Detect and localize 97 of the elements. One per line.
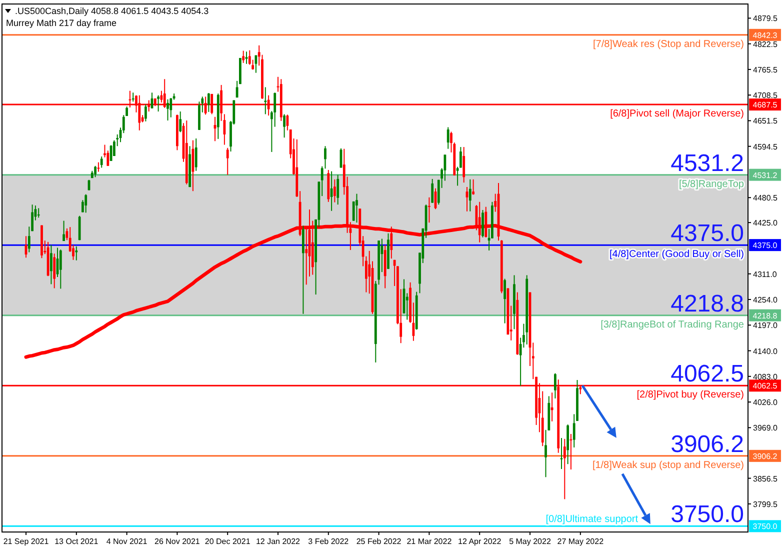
candlestick (75, 246, 78, 261)
candlestick (194, 138, 198, 172)
candlestick (264, 86, 267, 115)
candlestick (100, 156, 103, 168)
candlestick (305, 228, 308, 286)
candlestick (166, 98, 169, 121)
y-tick-label: 4375.0 (752, 241, 778, 250)
candlestick (170, 97, 172, 118)
y-tick-label: 4594.5 (753, 142, 778, 152)
candlestick (283, 114, 286, 138)
candlestick (330, 170, 333, 212)
ref-line-label: [0/8]Ultimate support (546, 514, 638, 526)
y-tick-label: 4254.0 (753, 295, 778, 304)
x-tick-label: 21 Mar 2022 (406, 537, 452, 546)
y-tick-label: 4687.5 (752, 100, 778, 110)
candlestick (245, 51, 248, 64)
x-tick-label: 13 Oct 2021 (54, 537, 99, 546)
y-tick-label: 3856.5 (753, 474, 778, 484)
y-tick-label: 4651.5 (753, 116, 778, 126)
annotation: 4062.5 (670, 360, 744, 388)
candlestick (84, 194, 88, 214)
candlestick (242, 50, 245, 64)
candlestick (428, 196, 430, 224)
ref-line-label: [6/8]Pivot sell (Major Reverse) (610, 108, 744, 120)
x-tick-label: 4 Nov 2021 (106, 537, 148, 546)
candlestick (390, 226, 393, 260)
x-tick-label: 5 May 2022 (509, 537, 552, 546)
y-tick-label: 3906.2 (752, 452, 778, 461)
candlestick (50, 244, 52, 285)
y-tick-label: 4197.0 (753, 321, 778, 330)
x-tick-label: 21 Sep 2021 (3, 537, 50, 546)
y-tick-label: 4140.0 (753, 346, 778, 356)
ref-line-label: [7/8]Weak res (Stop and Reverse) (593, 38, 744, 50)
candlestick (336, 174, 340, 206)
candlestick (302, 225, 304, 314)
x-tick-label: 26 Nov 2021 (154, 537, 200, 546)
x-tick-label: 27 May 2022 (557, 537, 604, 546)
x-tick-label: 12 Apr 2022 (458, 537, 502, 546)
y-tick-label: 3969.0 (753, 424, 778, 433)
x-tick-label: 3 Feb 2022 (308, 537, 350, 546)
y-tick-label: 4480.5 (753, 194, 778, 203)
annotation: 3750.0 (670, 501, 744, 528)
candlestick (356, 193, 358, 224)
y-tick-label: 3799.5 (753, 500, 778, 509)
ref-line-label: [3/8]RangeBot of Trading Range (600, 319, 744, 330)
candlestick (179, 110, 182, 133)
candlestick (252, 59, 254, 70)
y-tick-label: 4311.0 (753, 270, 778, 279)
x-tick-label: 20 Dec 2021 (204, 537, 251, 546)
candlestick (248, 50, 251, 66)
candlestick (62, 220, 65, 242)
y-tick-label: 4708.5 (753, 91, 778, 100)
ref-line-label: [5/8]RangeTop (678, 178, 744, 190)
candlestick (554, 372, 556, 399)
y-tick-label: 4879.5 (753, 14, 778, 24)
y-tick-label: 4026.0 (753, 398, 778, 408)
candlestick (406, 292, 408, 320)
y-tick-label: 4218.8 (752, 311, 778, 320)
y-tick-label: 4765.5 (753, 65, 778, 74)
ref-line-label: [4/8]Center (Good Buy or Sell) (609, 249, 744, 260)
candlestick (550, 392, 554, 422)
y-tick-label: 4822.5 (753, 40, 778, 49)
candlestick (94, 165, 96, 178)
candlestick (208, 92, 210, 112)
candlestick (37, 208, 40, 218)
candlestick (472, 178, 474, 196)
ref-line-label: [1/8]Weak sup (stop and Reverse) (592, 460, 744, 471)
candlestick (462, 146, 466, 184)
candlestick (157, 94, 160, 112)
y-tick-label: 4062.5 (752, 382, 778, 391)
candlestick (226, 147, 229, 176)
annotation: 3906.2 (670, 430, 744, 458)
candlestick (431, 178, 434, 204)
x-tick-label: 25 Feb 2022 (356, 537, 402, 546)
candlestick (563, 438, 566, 500)
x-tick-label: 12 Jan 2022 (256, 537, 301, 546)
ref-line-label: [2/8]Pivot buy (Reverse) (636, 390, 744, 401)
y-tick-label: 3750.0 (752, 522, 778, 532)
candlestick (504, 278, 506, 324)
candlestick (78, 215, 81, 241)
text: Murrey Math 217 day frame (6, 18, 117, 28)
y-tick-label: 4083.0 (753, 372, 778, 382)
candlestick (144, 104, 147, 122)
candlestick (53, 253, 56, 289)
candlestick (110, 144, 112, 162)
candlestick (468, 178, 472, 212)
candlestick (446, 126, 450, 150)
y-tick-label: 4531.2 (752, 170, 778, 180)
annotation: 4531.2 (670, 150, 744, 177)
y-tick-label: 4425.0 (753, 218, 778, 228)
y-tick-label: 4842.3 (752, 30, 778, 40)
candlestick (59, 249, 62, 290)
annotation: 4375.0 (670, 220, 744, 248)
candlestick (334, 178, 336, 203)
annotation: 4218.8 (670, 290, 744, 318)
chart-title: .US500Cash,Daily 4058.8 4061.5 4043.5 4054.3 (15, 6, 209, 16)
candlestick (482, 209, 484, 238)
